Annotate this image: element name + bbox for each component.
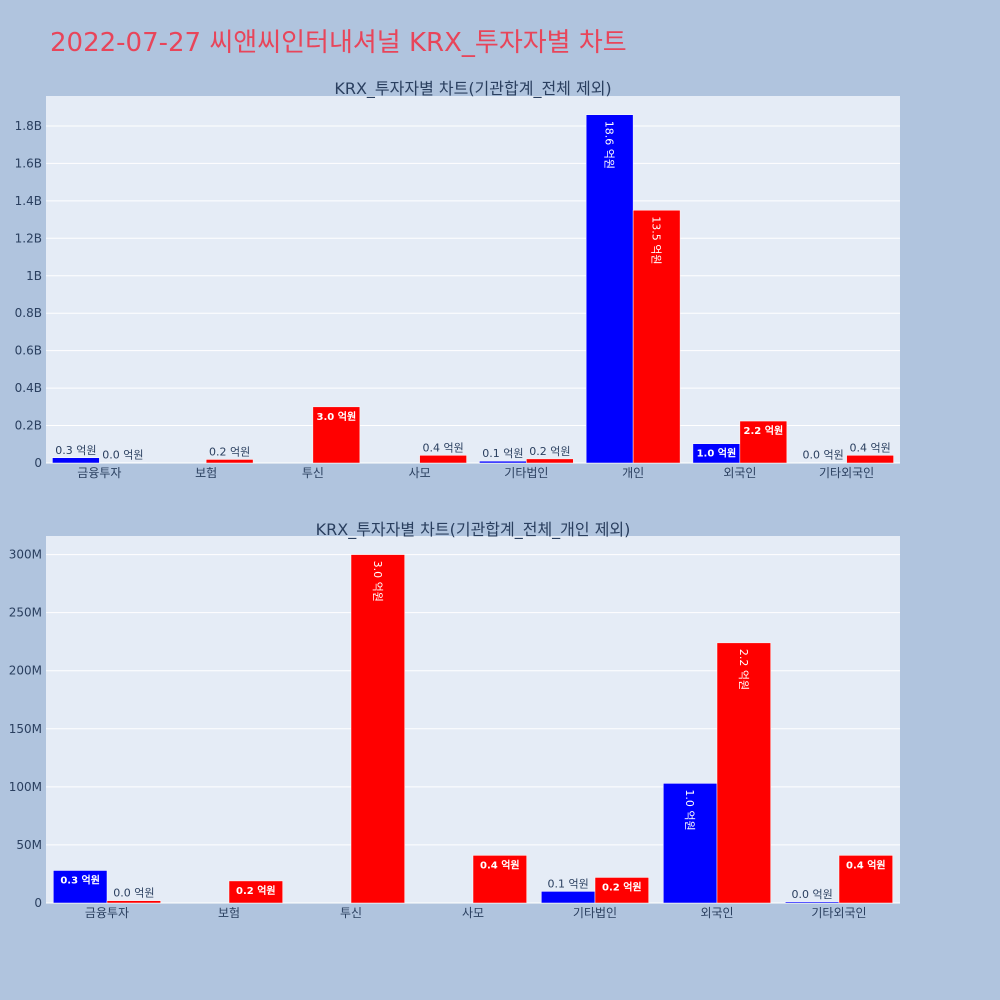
- bar-label: 1.0 억원: [683, 789, 696, 830]
- x-tick-label: 보험: [218, 906, 240, 920]
- x-tick-label: 개인: [622, 466, 644, 480]
- x-tick-label: 투신: [340, 906, 362, 920]
- y-tick-label: 100M: [9, 780, 42, 794]
- bar: [479, 460, 527, 464]
- bar-label: 0.1 억원: [482, 447, 523, 460]
- x-tick-label: 사모: [409, 466, 431, 480]
- bar-label: 0.2 억원: [529, 445, 570, 458]
- y-tick-label: 1.4B: [15, 194, 42, 208]
- bar-label: 0.2 억원: [209, 445, 250, 458]
- plot-area: [46, 536, 900, 903]
- bar-label: 3.0 억원: [371, 561, 384, 602]
- bar-label: 13.5 억원: [650, 216, 663, 264]
- x-tick-label: 투신: [302, 466, 324, 480]
- bar-label: 0.0 억원: [113, 887, 154, 900]
- bar-label: 2.2 억원: [744, 424, 784, 437]
- bar: [838, 855, 893, 904]
- chart-1: 0 0.2B 0.4B 0.6B 0.8B 1B 1.2B 1.4B 1.6B 1.8B 금융투자 0…: [15, 79, 900, 480]
- y-tick-label: 0.8B: [15, 306, 42, 320]
- chart-title: KRX_투자자별 차트(기관합계_전체 제외): [334, 79, 611, 99]
- y-tick-label: 300M: [9, 548, 42, 562]
- bar-label: 0.0 억원: [792, 888, 833, 901]
- x-tick-label: 기타법인: [573, 906, 617, 920]
- bar-label: 0.1 억원: [548, 877, 589, 890]
- y-tick-label: 50M: [16, 838, 42, 852]
- y-tick-label: 1B: [26, 269, 42, 283]
- x-tick-label: 기타법인: [504, 466, 548, 480]
- bar: [663, 783, 718, 904]
- x-tick-label: 외국인: [700, 906, 733, 920]
- bar: [526, 458, 574, 464]
- y-tick-label: 0: [34, 896, 42, 910]
- bar-label: 18.6 억원: [603, 121, 616, 169]
- bar-label: 0.2 억원: [602, 880, 642, 893]
- x-tick-label: 보험: [195, 466, 217, 480]
- bar-label: 0.4 억원: [422, 441, 463, 454]
- bar: [472, 855, 527, 904]
- bar-label: 0.4 억원: [846, 858, 886, 871]
- bar-label: 0.3 억원: [60, 873, 100, 886]
- y-tick-label: 0: [34, 456, 42, 470]
- bar-label: 0.2 억원: [236, 884, 276, 897]
- y-tick-label: 200M: [9, 664, 42, 678]
- y-tick-label: 150M: [9, 722, 42, 736]
- bar: [205, 459, 254, 464]
- page-title: 2022-07-27 씨앤씨인터내셔널 KRX_투자자별 차트: [50, 28, 627, 58]
- bar-label: 2.2 억원: [737, 649, 750, 690]
- bar: [53, 870, 108, 904]
- bar: [585, 114, 634, 464]
- bar: [785, 901, 840, 904]
- bar: [632, 209, 681, 464]
- bar: [846, 455, 894, 464]
- bar: [350, 554, 405, 904]
- y-tick-label: 0.2B: [15, 419, 42, 433]
- bar: [419, 455, 467, 464]
- chart-title: KRX_투자자별 차트(기관합계_전체_개인 제외): [316, 520, 631, 540]
- bar: [739, 420, 788, 464]
- bar: [541, 891, 596, 904]
- y-tick-label: 1.2B: [15, 231, 42, 245]
- y-tick-label: 0.6B: [15, 344, 42, 358]
- x-tick-label: 금융투자: [77, 466, 121, 480]
- bar-label: 0.3 억원: [55, 444, 96, 457]
- y-tick-label: 0.4B: [15, 381, 42, 395]
- x-tick-label: 기타외국인: [819, 466, 874, 480]
- bar: [228, 880, 283, 904]
- bar: [106, 900, 161, 904]
- plot-area: [46, 96, 900, 463]
- bar: [52, 457, 100, 464]
- y-tick-label: 1.8B: [15, 119, 42, 133]
- bar: [594, 877, 649, 904]
- bar: [716, 642, 771, 904]
- bar-label: 3.0 억원: [317, 410, 357, 423]
- x-tick-label: 금융투자: [85, 906, 129, 920]
- x-tick-label: 기타외국인: [811, 906, 866, 920]
- x-tick-label: 외국인: [723, 466, 756, 480]
- bar-label: 0.4 억원: [849, 441, 890, 454]
- y-tick-label: 1.6B: [15, 156, 42, 170]
- x-tick-label: 사모: [462, 906, 484, 920]
- y-tick-label: 250M: [9, 606, 42, 620]
- bar-label: 0.4 억원: [480, 858, 520, 871]
- chart-2: 0 50M 100M 150M 200M 250M 300M 금융투자 0.3 억원 0.0 억원…: [9, 520, 900, 920]
- bar-label: 1.0 억원: [697, 447, 737, 460]
- bar: [312, 406, 361, 464]
- bar-label: 0.0 억원: [102, 449, 143, 462]
- bar-label: 0.0 억원: [803, 449, 844, 462]
